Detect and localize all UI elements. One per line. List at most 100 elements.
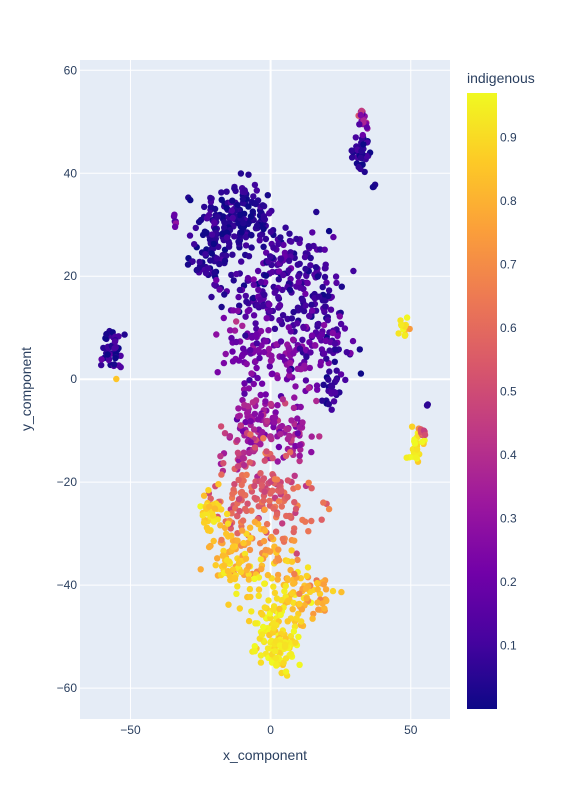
scatter-point xyxy=(280,271,287,279)
scatter-point xyxy=(243,298,250,305)
scatter-point xyxy=(247,593,254,601)
y-tick-label: 60 xyxy=(64,63,78,77)
scatter-point xyxy=(331,340,339,347)
scatter-point xyxy=(360,141,367,148)
scatter-point xyxy=(255,346,262,354)
scatter-point xyxy=(207,257,214,264)
scatter-point xyxy=(256,354,263,362)
scatter-point xyxy=(240,539,247,547)
scatter-point xyxy=(290,528,297,536)
scatter-point xyxy=(238,481,245,489)
scatter-point xyxy=(251,648,258,655)
scatter-point xyxy=(285,346,293,353)
scatter-point xyxy=(275,443,283,451)
scatter-point xyxy=(292,383,299,390)
scatter-point xyxy=(300,324,307,331)
scatter-point xyxy=(239,195,247,203)
scatter-point xyxy=(231,481,238,488)
scatter-point xyxy=(238,258,245,265)
scatter-point xyxy=(230,277,237,284)
scatter-point xyxy=(320,321,328,329)
scatter-point xyxy=(229,543,237,550)
scatter-point xyxy=(270,620,277,627)
scatter-point xyxy=(194,266,201,273)
scatter-point xyxy=(236,507,243,515)
scatter-point xyxy=(220,359,228,367)
scatter-point xyxy=(321,273,329,281)
scatter-point xyxy=(323,597,330,605)
y-tick-label: −20 xyxy=(57,475,78,489)
scatter-point xyxy=(219,552,226,559)
scatter-point xyxy=(290,628,298,635)
scatter-point xyxy=(266,301,273,308)
scatter-point xyxy=(312,264,320,271)
scatter-point xyxy=(290,404,298,412)
scatter-point xyxy=(305,528,312,535)
scatter-point xyxy=(242,332,249,339)
scatter-point xyxy=(314,273,321,280)
scatter-point xyxy=(243,507,250,515)
grid-lines xyxy=(80,60,450,719)
scatter-point xyxy=(207,194,214,202)
scatter-point xyxy=(357,370,365,377)
scatter-point xyxy=(246,306,253,314)
scatter-point xyxy=(239,517,247,524)
scatter-point xyxy=(234,530,241,537)
scatter-point xyxy=(245,617,253,625)
scatter-point xyxy=(320,381,327,388)
scatter-point xyxy=(313,208,320,216)
scatter-point xyxy=(275,498,283,505)
scatter-point xyxy=(294,430,301,437)
scatter-point xyxy=(323,355,330,362)
colorbar-tick-label: 0.4 xyxy=(500,448,517,462)
scatter-point xyxy=(230,307,237,314)
scatter-point xyxy=(211,505,219,512)
scatter-point xyxy=(297,446,304,453)
scatter-point xyxy=(306,364,313,372)
scatter-point xyxy=(266,307,274,315)
scatter-point xyxy=(252,200,259,208)
scatter-point xyxy=(257,556,264,563)
scatter-point xyxy=(290,308,297,316)
scatter-point xyxy=(294,415,301,422)
colorbar-tick-label: 0.3 xyxy=(500,511,517,525)
scatter-point xyxy=(318,397,326,404)
scatter-point xyxy=(313,397,320,405)
scatter-point xyxy=(277,255,285,262)
scatter-point xyxy=(314,599,321,606)
scatter-point xyxy=(270,423,277,431)
scatter-point xyxy=(302,265,309,273)
scatter-point xyxy=(260,215,267,222)
scatter-point xyxy=(263,315,270,322)
scatter-point xyxy=(210,537,217,545)
scatter-point xyxy=(322,337,329,345)
scatter-point xyxy=(267,228,274,236)
scatter-point xyxy=(251,181,259,189)
scatter-point xyxy=(244,409,251,417)
scatter-point xyxy=(293,550,300,557)
scatter-point xyxy=(275,276,282,283)
scatter-point xyxy=(257,296,264,304)
scatter-point xyxy=(369,183,377,191)
scatter-point xyxy=(231,185,238,192)
scatter-point xyxy=(229,214,236,222)
scatter-point xyxy=(289,606,296,613)
scatter-point xyxy=(403,314,411,321)
scatter-point xyxy=(239,396,246,404)
scatter-point xyxy=(395,330,402,337)
scatter-point xyxy=(254,301,261,309)
scatter-point xyxy=(250,380,257,388)
scatter-point xyxy=(302,585,310,592)
scatter-point xyxy=(217,522,224,529)
scatter-point xyxy=(322,586,330,593)
scatter-point xyxy=(348,154,356,161)
scatter-point xyxy=(271,419,278,426)
scatter-point xyxy=(273,511,281,518)
scatter-point xyxy=(285,257,293,264)
scatter-point xyxy=(252,620,259,627)
scatter-point xyxy=(238,229,245,236)
scatter-point xyxy=(338,283,345,290)
scatter-point xyxy=(233,318,240,325)
scatter-point xyxy=(302,290,309,298)
scatter-point xyxy=(260,243,267,250)
